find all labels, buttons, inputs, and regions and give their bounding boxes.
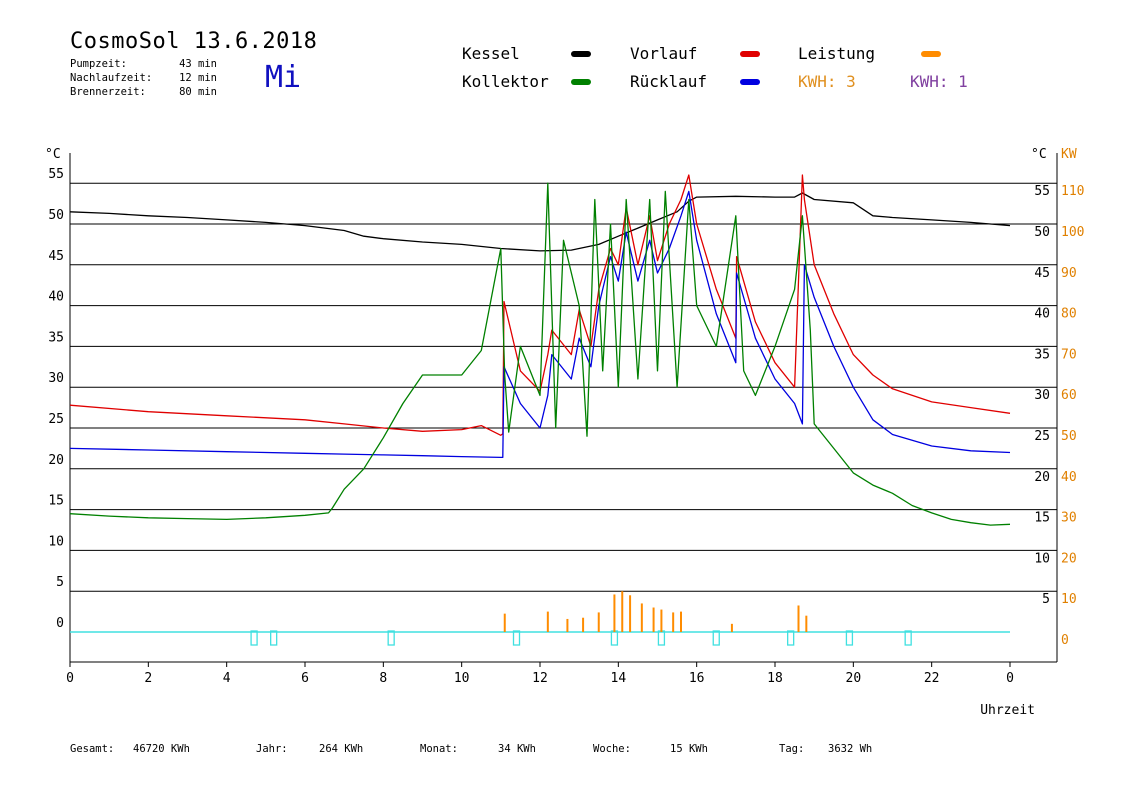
y-right-kw-tick-label: 50 (1061, 429, 1077, 444)
legend-ruecklauf-swatch (740, 79, 760, 85)
legend-kwh-brenner: KWH: 1 (910, 72, 968, 91)
pump-marker (387, 630, 395, 646)
x-tick-label: 6 (301, 671, 309, 686)
legend-vorlauf-label: Vorlauf (630, 44, 698, 63)
pump-marker (512, 630, 521, 646)
footer-tag-label: Tag: (779, 743, 805, 755)
y-right-c-tick-label: 25 (1034, 429, 1050, 444)
y-right-c-tick-label: 15 (1034, 511, 1050, 526)
stat-value-nachlaufzeit: 12 min (179, 72, 217, 84)
footer-monat-label: Monat: (420, 743, 458, 755)
pump-marker (270, 630, 278, 646)
y-right-c-tick-label: 45 (1034, 266, 1050, 281)
legend-leistung-swatch (921, 51, 941, 57)
legend-kollektor-label: Kollektor (462, 72, 549, 91)
y-left-tick-label: 5 (56, 575, 64, 590)
y-right-c-tick-label: 50 (1034, 225, 1050, 240)
y-left-tick-label: 45 (48, 249, 64, 264)
y-right-kw-tick-label: 0 (1061, 633, 1069, 648)
legend-kwh-solar: KWH: 3 (798, 72, 856, 91)
stat-label-brennerzeit: Brennerzeit: (70, 86, 146, 98)
stat-value-brennerzeit: 80 min (179, 86, 217, 98)
pump-marker (787, 630, 795, 646)
y-right-c-tick-label: 35 (1034, 347, 1050, 362)
legend-vorlauf-swatch (740, 51, 760, 57)
pump-marker (610, 630, 619, 646)
legend-leistung-label: Leistung (798, 44, 876, 63)
y-right-c-tick-label: 30 (1034, 388, 1050, 403)
series-line-rcklauf (69, 190, 1011, 459)
chart-title: CosmoSol 13.6.2018 (70, 29, 318, 54)
legend-kollektor-swatch (571, 79, 591, 85)
y-right-c-tick-label: 55 (1034, 184, 1050, 199)
x-tick-label: 12 (532, 671, 548, 686)
x-tick-label: 4 (223, 671, 231, 686)
pump-marker (712, 630, 720, 646)
y-left-tick-label: 50 (48, 208, 64, 223)
x-tick-label: 16 (689, 671, 705, 686)
y-right-kw-tick-label: 10 (1061, 592, 1077, 607)
stat-label-nachlaufzeit: Nachlaufzeit: (70, 72, 153, 84)
x-tick-label: 2 (144, 671, 152, 686)
y-right-c-tick-label: 10 (1034, 551, 1050, 566)
y-left-tick-label: 25 (48, 412, 64, 427)
series-line-vorlauf (69, 174, 1011, 436)
y-left-tick-label: 30 (48, 371, 64, 386)
footer-jahr-value: 264 KWh (319, 743, 364, 755)
y-left-tick-label: 10 (48, 534, 64, 549)
y-right-kw-tick-label: 90 (1061, 266, 1077, 281)
x-tick-label: 0 (66, 671, 74, 686)
pump-marker (904, 630, 912, 646)
y-left-tick-label: 15 (48, 494, 64, 509)
x-tick-label: 10 (454, 671, 470, 686)
x-tick-label: 18 (767, 671, 783, 686)
footer-gesamt-value: 46720 KWh (133, 743, 190, 755)
y-left-tick-label: 0 (56, 616, 64, 631)
x-tick-label: 14 (611, 671, 627, 686)
series-line-kessel (69, 192, 1011, 252)
footer-woche-label: Woche: (593, 743, 631, 755)
y-right-c-tick-label: 5 (1042, 592, 1050, 607)
footer-jahr-label: Jahr: (256, 743, 288, 755)
stat-label-pumpzeit: Pumpzeit: (70, 58, 127, 70)
x-tick-label: 22 (924, 671, 940, 686)
y-right-kw-tick-label: 100 (1061, 225, 1084, 240)
x-tick-label: 0 (1006, 671, 1014, 686)
y-right-kw-tick-label: 30 (1061, 511, 1077, 526)
legend-kessel-swatch (571, 51, 591, 57)
y-left-tick-label: 55 (48, 167, 64, 182)
footer-woche-value: 15 KWh (670, 743, 708, 755)
pump-marker (845, 630, 854, 646)
weekday-label: Mi (265, 60, 302, 95)
y-right-c-tick-label: 20 (1034, 470, 1050, 485)
y-right-kw-tick-label: 70 (1061, 347, 1077, 362)
footer-gesamt-label: Gesamt: (70, 743, 115, 755)
x-tick-label: 8 (379, 671, 387, 686)
x-tick-label: 20 (846, 671, 862, 686)
y-right-unit-kw: KW (1061, 147, 1077, 162)
series-line-kollektor (69, 182, 1011, 526)
pump-marker (657, 630, 666, 646)
pump-marker (250, 630, 258, 646)
y-right-kw-tick-label: 110 (1061, 184, 1084, 199)
y-right-kw-tick-label: 40 (1061, 470, 1077, 485)
x-axis-label: Uhrzeit (980, 703, 1035, 718)
y-left-tick-label: 40 (48, 290, 64, 305)
y-right-c-tick-label: 40 (1034, 307, 1050, 322)
y-left-tick-label: 35 (48, 330, 64, 345)
y-left-unit: °C (45, 147, 61, 162)
y-right-kw-tick-label: 60 (1061, 388, 1077, 403)
stat-value-pumpzeit: 43 min (179, 58, 217, 70)
y-right-kw-tick-label: 20 (1061, 551, 1077, 566)
y-right-unit-c: °C (1031, 147, 1047, 162)
legend-ruecklauf-label: Rücklauf (630, 72, 708, 91)
y-left-tick-label: 20 (48, 453, 64, 468)
footer-tag-value: 3632 Wh (828, 743, 873, 755)
footer-monat-value: 34 KWh (498, 743, 536, 755)
legend-kessel-label: Kessel (462, 44, 520, 63)
y-right-kw-tick-label: 80 (1061, 307, 1077, 322)
